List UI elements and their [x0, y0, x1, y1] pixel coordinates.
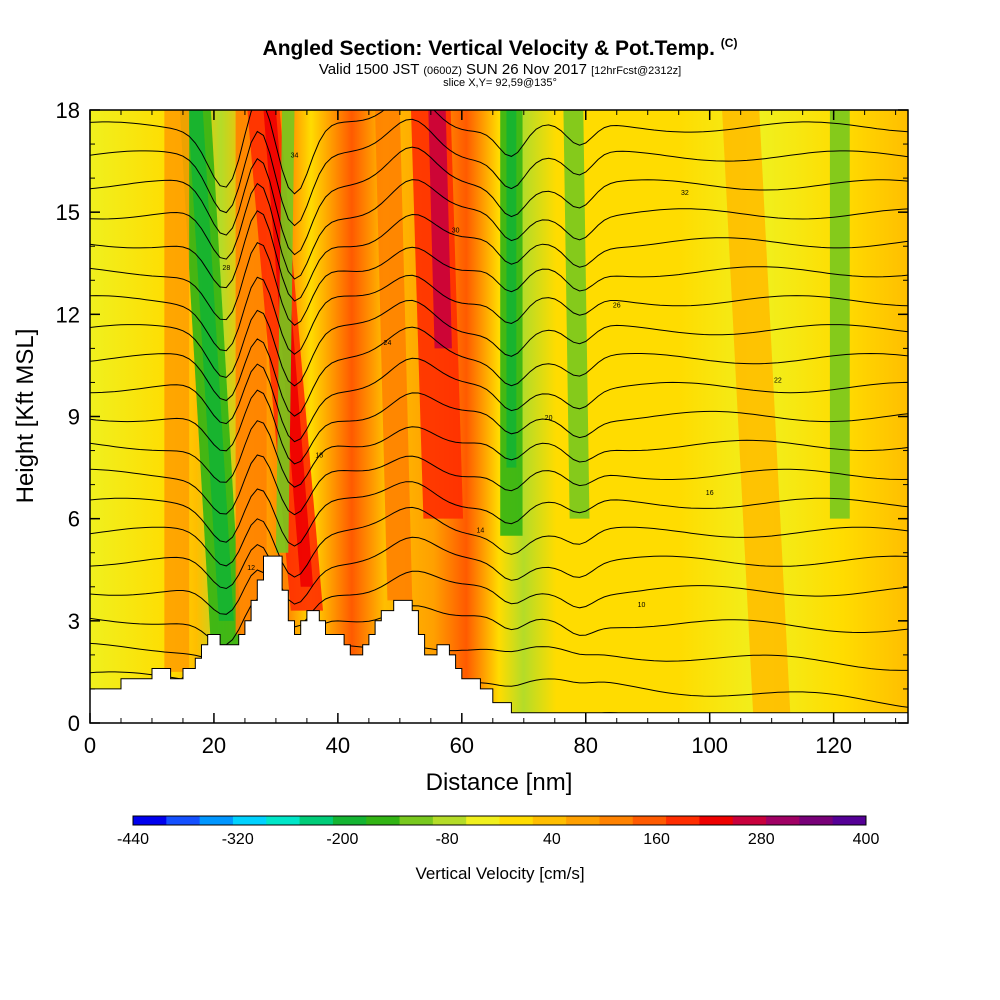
x-tick-label: 120 [815, 733, 852, 758]
y-tick-label: 12 [56, 302, 80, 327]
contour-label: 12 [247, 565, 255, 572]
x-tick-label: 80 [574, 733, 598, 758]
contour-label: 28 [222, 265, 230, 272]
colorbar-swatch [699, 816, 734, 825]
colorbar-frame [132, 815, 867, 826]
colorbar-tick-label: -440 [117, 831, 149, 848]
colorbar-swatch [399, 816, 434, 825]
colorbar-swatch [199, 816, 234, 825]
isentrope-line [90, 299, 908, 387]
isentrope-line [90, 506, 908, 578]
colorbar-swatch [799, 816, 834, 825]
terrain [90, 555, 908, 723]
isentrope-line [90, 454, 908, 516]
colorbar-swatch [332, 816, 367, 825]
isentrope-line [90, 357, 908, 443]
colorbar-swatch [666, 816, 700, 825]
y-tick-label: 9 [68, 405, 80, 430]
colorbar-swatch [632, 816, 667, 825]
colorbar-swatch [566, 816, 600, 825]
green-core [506, 110, 517, 468]
x-tick-label: 40 [326, 733, 350, 758]
contour-label: 34 [291, 153, 299, 160]
isentrope-line [90, 146, 908, 256]
y-axis-title: Height [Kft MSL] [12, 329, 39, 504]
contour-label: 14 [477, 527, 485, 534]
orange-band [375, 110, 413, 601]
title-unit: (C) [720, 36, 738, 50]
x-axis-title: Distance [nm] [426, 769, 573, 796]
colorbar-tick-label: 280 [748, 831, 775, 848]
green-core [187, 110, 234, 621]
isentrope-line [90, 536, 908, 605]
colorbar-tick-label: 160 [643, 831, 670, 848]
isentrope-line [90, 326, 908, 417]
colorbar-swatch [166, 816, 201, 825]
x-tick-label: 0 [84, 733, 96, 758]
contour-label: 20 [545, 415, 553, 422]
slice-label: slice X,Y= 92,59@135° [443, 77, 557, 89]
contour-label: 10 [638, 602, 646, 609]
isentrope-line [90, 420, 908, 488]
isentrope-line [90, 179, 908, 280]
colorbar-swatch [266, 816, 301, 825]
contour-label: 16 [706, 490, 714, 497]
green-band [829, 110, 850, 519]
colorbar-tick-label: 400 [853, 831, 880, 848]
chart-subtitle: Valid 1500 JST (0600Z) SUN 26 Nov 2017 [… [318, 61, 682, 78]
x-tick-label: 60 [450, 733, 474, 758]
colorbar-swatch [599, 816, 634, 825]
y-tick-label: 6 [68, 507, 80, 532]
colorbar-tick-label: -200 [326, 831, 358, 848]
y-tick-label: 3 [68, 609, 80, 634]
colorbar-swatch [366, 816, 401, 825]
colorbar-swatch [832, 816, 867, 825]
isentrope-line [90, 242, 908, 326]
contour-label: 30 [452, 228, 460, 235]
colorbar-swatch [432, 816, 467, 825]
y-tick-label: 18 [56, 98, 80, 123]
colorbar-tick-label: 40 [543, 831, 561, 848]
contour-label: 22 [774, 377, 782, 384]
chart-title: Angled Section: Vertical Velocity & Pot.… [262, 36, 738, 60]
orange-band [164, 110, 190, 672]
isentrope-line [90, 569, 908, 628]
contour-label: 26 [613, 303, 621, 310]
colorbar-swatch [133, 816, 167, 825]
x-tick-label: 20 [202, 733, 226, 758]
contour-label: 24 [384, 340, 392, 347]
isentrope-line [90, 118, 908, 227]
colorbar-swatch [466, 816, 500, 825]
colorbar-swatch [232, 816, 267, 825]
colorbar-tick-label: -320 [222, 831, 254, 848]
isentrope-line [90, 110, 908, 195]
contour-label: 18 [315, 452, 323, 459]
colorbar-title: Vertical Velocity [cm/s] [415, 864, 585, 883]
orange-band [722, 110, 791, 713]
colorbar-swatch [299, 816, 334, 825]
y-tick-label: 15 [56, 200, 80, 225]
isentrope-line [90, 481, 908, 547]
contour-label: 32 [681, 190, 689, 197]
isentrope-line [90, 389, 908, 465]
isentrope-line [90, 274, 908, 355]
x-tick-label: 100 [691, 733, 728, 758]
colorbar-swatch [532, 816, 567, 825]
colorbar-swatch [732, 816, 767, 825]
colorbar-tick-label: -80 [436, 831, 459, 848]
y-tick-label: 0 [68, 711, 80, 736]
colorbar-swatch [766, 816, 800, 825]
isentrope-line [90, 210, 908, 302]
colorbar-swatch [499, 816, 534, 825]
